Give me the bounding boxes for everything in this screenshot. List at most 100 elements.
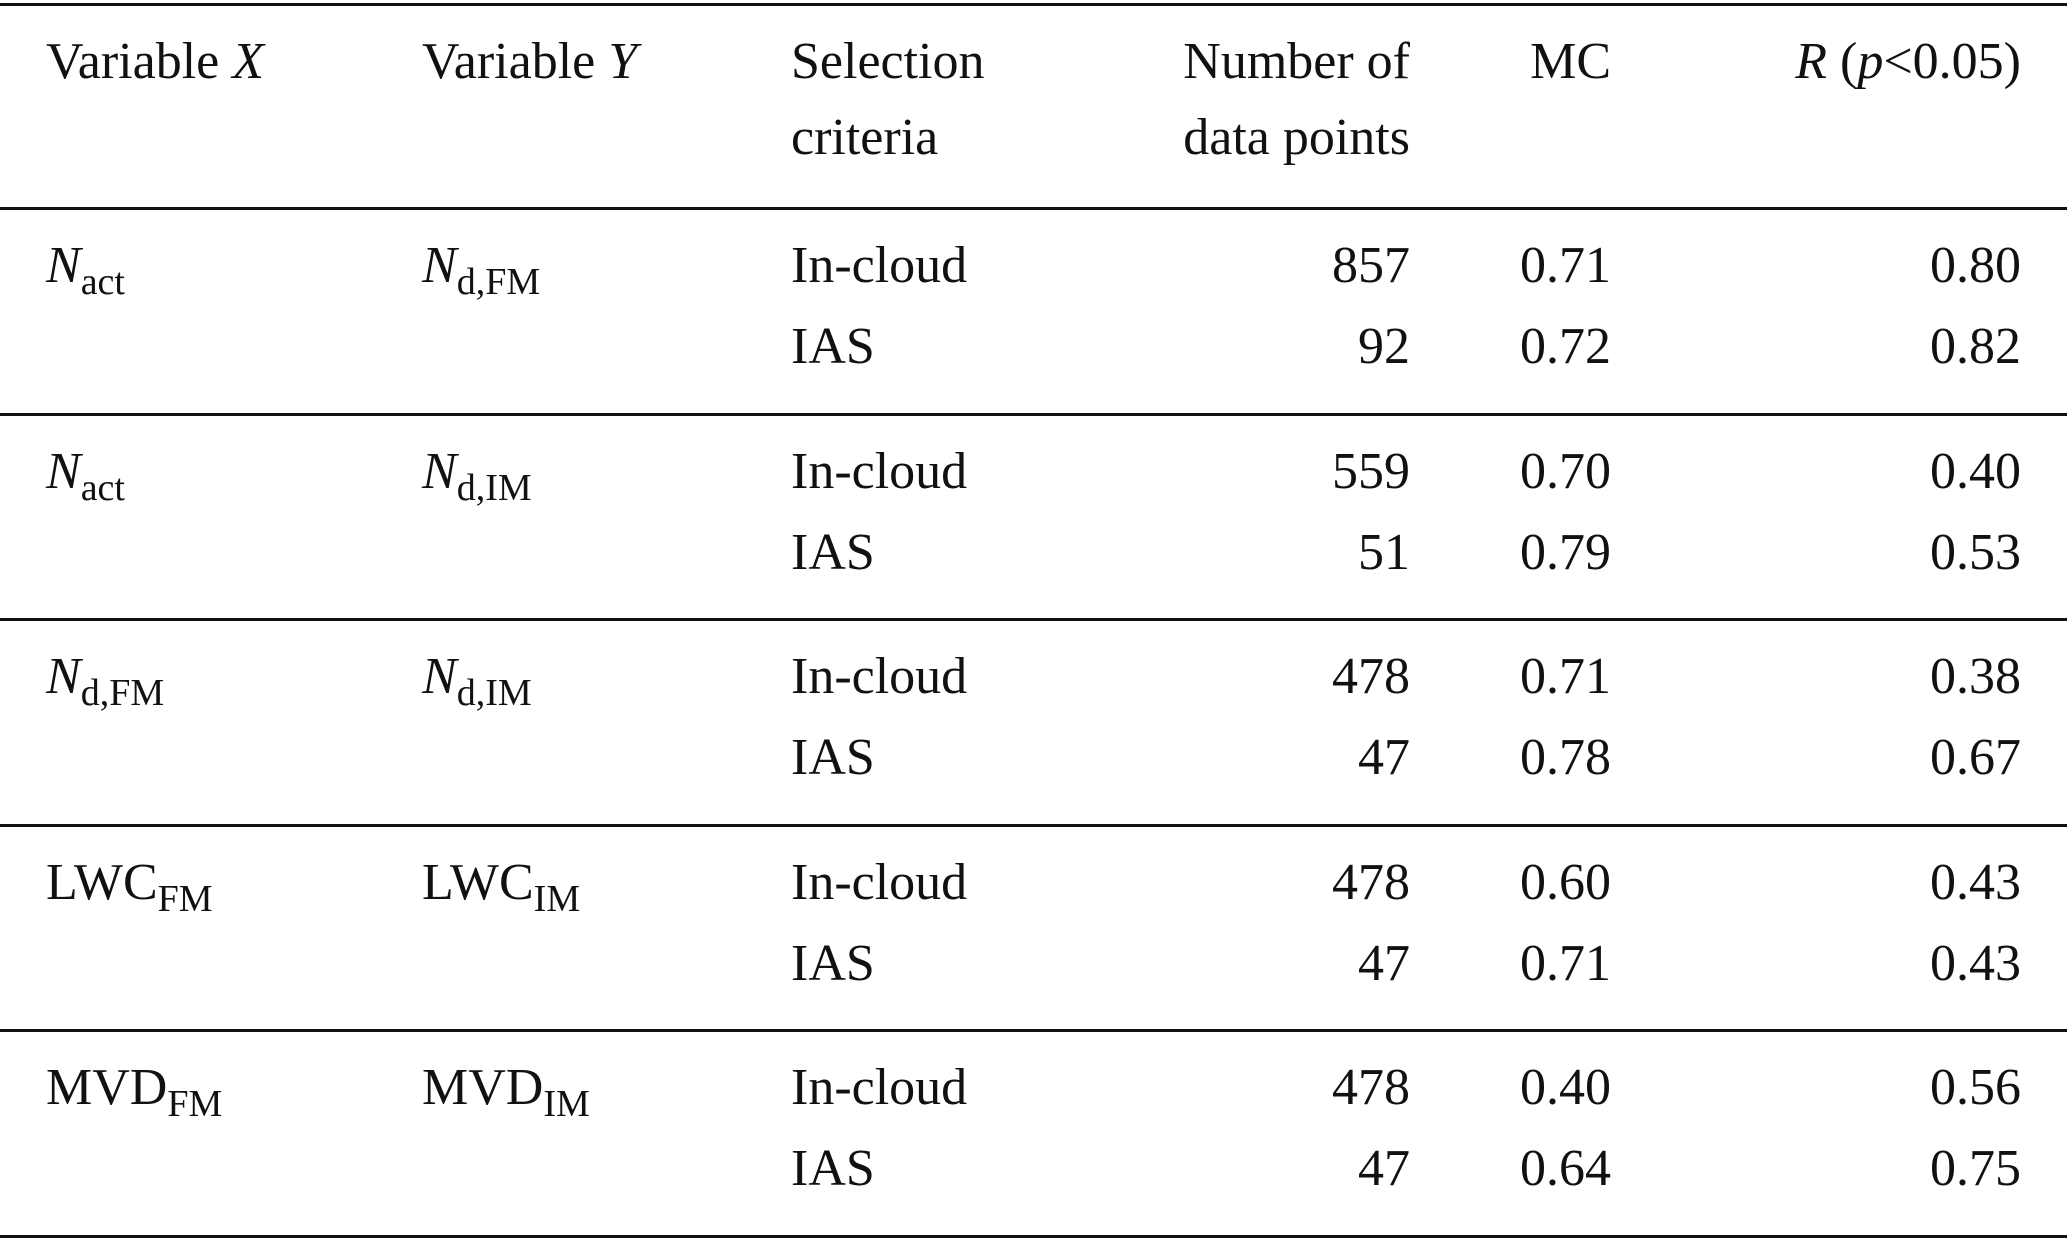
- text: 0.40: [1930, 443, 2021, 500]
- text: IAS: [791, 318, 875, 375]
- text: In-cloud: [791, 237, 968, 294]
- header-cell: Selection: [791, 32, 985, 92]
- variable-y: Nd,FM: [422, 236, 540, 301]
- data-cell: 0.43: [1930, 934, 2021, 994]
- text: p: [1857, 33, 1884, 90]
- text: N: [46, 648, 81, 705]
- text: 0.60: [1520, 854, 1611, 911]
- data-cell: In-cloud: [791, 442, 967, 502]
- text: (: [1827, 33, 1858, 90]
- text: IM: [533, 878, 581, 920]
- text: 0.82: [1930, 318, 2021, 375]
- data-cell: IAS: [791, 934, 875, 994]
- text: 92: [1358, 318, 1410, 375]
- data-cell: 0.60: [1520, 853, 1611, 913]
- text: In-cloud: [791, 854, 968, 911]
- text: 0.71: [1520, 935, 1611, 992]
- text: d,IM: [456, 672, 532, 714]
- header-cell: criteria: [791, 108, 938, 168]
- text: In-cloud: [791, 443, 968, 500]
- text: N: [422, 648, 457, 705]
- data-cell: 0.67: [1930, 728, 2021, 788]
- header-cell: R (p<0.05): [1795, 32, 2021, 92]
- header-cell: Variable Y: [422, 32, 637, 92]
- text: 0.75: [1930, 1140, 2021, 1197]
- data-cell: 0.43: [1930, 853, 2021, 913]
- text: <0.05): [1883, 33, 2021, 90]
- data-cell: 0.78: [1520, 728, 1611, 788]
- data-cell: 0.56: [1930, 1058, 2021, 1118]
- text: 0.71: [1520, 648, 1611, 705]
- data-cell: 0.40: [1520, 1058, 1611, 1118]
- variable-y: Nd,IM: [422, 647, 532, 712]
- data-cell: 0.40: [1930, 442, 2021, 502]
- variable-x: Nd,FM: [46, 647, 164, 712]
- text: MC: [1530, 33, 1611, 90]
- rule: [0, 413, 2067, 416]
- rule: [0, 1029, 2067, 1032]
- text: 0.53: [1930, 524, 2021, 581]
- data-cell: 47: [1358, 934, 1410, 994]
- variable-x: Nact: [46, 236, 125, 301]
- data-cell: 0.72: [1520, 317, 1611, 377]
- data-cell: 0.82: [1930, 317, 2021, 377]
- text: Variable: [46, 33, 233, 90]
- data-cell: IAS: [791, 523, 875, 583]
- data-cell: In-cloud: [791, 647, 967, 707]
- data-cell: 0.38: [1930, 647, 2021, 707]
- header-cell: Variable X: [46, 32, 264, 92]
- text: IAS: [791, 524, 875, 581]
- variable-y: LWCIM: [422, 853, 580, 918]
- text: act: [80, 467, 125, 509]
- text: 0.71: [1520, 237, 1611, 294]
- text: data points: [1183, 109, 1410, 166]
- text: 478: [1332, 648, 1410, 705]
- text: Variable: [422, 33, 609, 90]
- data-cell: IAS: [791, 728, 875, 788]
- text: FM: [167, 1083, 223, 1125]
- text: 559: [1332, 443, 1410, 500]
- data-cell: 478: [1332, 647, 1410, 707]
- rule: [0, 207, 2067, 210]
- data-cell: 0.71: [1520, 236, 1611, 296]
- text: MVD: [422, 1059, 544, 1116]
- text: 0.40: [1520, 1059, 1611, 1116]
- data-cell: 0.79: [1520, 523, 1611, 583]
- rule: [0, 618, 2067, 621]
- text: Number of: [1183, 33, 1410, 90]
- rule: [0, 824, 2067, 827]
- text: Selection: [791, 33, 985, 90]
- text: N: [46, 237, 81, 294]
- data-cell: 0.75: [1930, 1139, 2021, 1199]
- data-cell: 0.70: [1520, 442, 1611, 502]
- text: 0.38: [1930, 648, 2021, 705]
- header-cell: MC: [1530, 32, 1611, 92]
- text: d,IM: [456, 467, 532, 509]
- text: N: [46, 443, 81, 500]
- text: 0.78: [1520, 729, 1611, 786]
- data-cell: IAS: [791, 1139, 875, 1199]
- text: Y: [608, 33, 638, 90]
- text: 857: [1332, 237, 1410, 294]
- rule: [0, 1235, 2067, 1238]
- text: 0.67: [1930, 729, 2021, 786]
- text: In-cloud: [791, 1059, 968, 1116]
- data-cell: 0.71: [1520, 934, 1611, 994]
- data-cell: 47: [1358, 728, 1410, 788]
- data-cell: 857: [1332, 236, 1410, 296]
- data-cell: 478: [1332, 853, 1410, 913]
- text: 0.64: [1520, 1140, 1611, 1197]
- data-cell: 0.53: [1930, 523, 2021, 583]
- header-cell: data points: [1183, 108, 1410, 168]
- text: d,FM: [456, 261, 541, 303]
- text: 0.43: [1930, 854, 2021, 911]
- text: d,FM: [80, 672, 165, 714]
- text: 0.72: [1520, 318, 1611, 375]
- text: In-cloud: [791, 648, 968, 705]
- data-cell: IAS: [791, 317, 875, 377]
- text: criteria: [791, 109, 939, 166]
- text: 0.56: [1930, 1059, 2021, 1116]
- data-cell: 47: [1358, 1139, 1410, 1199]
- data-cell: 559: [1332, 442, 1410, 502]
- text: FM: [157, 878, 213, 920]
